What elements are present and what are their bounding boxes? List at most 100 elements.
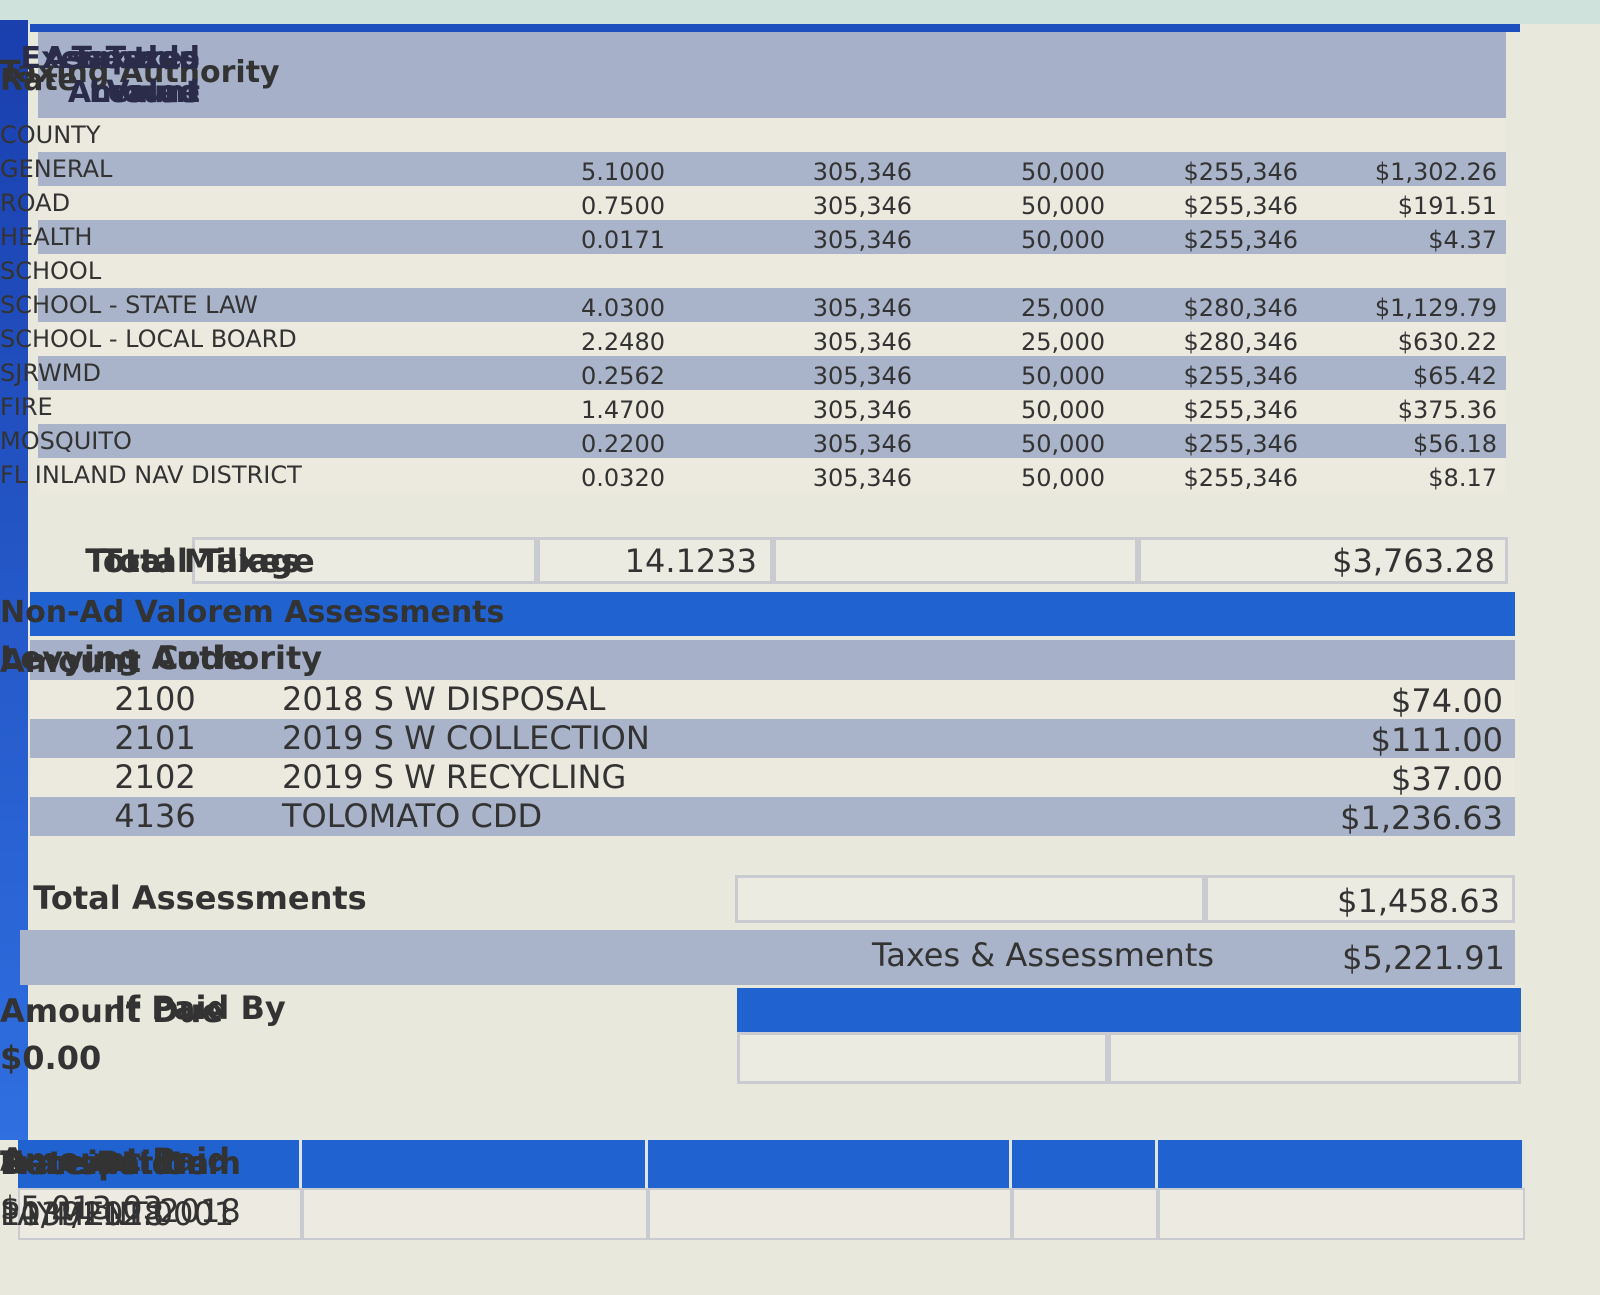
column-header: Taxes Levied bbox=[88, 41, 200, 110]
column-header: Item bbox=[158, 1144, 242, 1182]
table-cell: 50,000 bbox=[1021, 158, 1105, 186]
table-cell: 50,000 bbox=[1021, 430, 1105, 458]
table-cell: 2018 S W DISPOSAL bbox=[282, 680, 606, 718]
column-header: Date Paid bbox=[0, 1144, 175, 1182]
table-cell: $4.37 bbox=[1428, 226, 1497, 254]
table-cell: $111.00 bbox=[1370, 721, 1503, 759]
table-cell: 0.0171 bbox=[581, 226, 665, 254]
table-cell: 2101 bbox=[114, 719, 196, 757]
table-cell: $630.22 bbox=[1397, 328, 1497, 356]
table-cell: 305,346 bbox=[812, 192, 912, 220]
table-row bbox=[38, 458, 1506, 492]
table-cell: 305,346 bbox=[812, 362, 912, 390]
payment-cell bbox=[648, 1188, 1012, 1240]
table-cell: $255,346 bbox=[1183, 396, 1298, 424]
table-cell: 305,346 bbox=[812, 294, 912, 322]
payment-header bbox=[1012, 1140, 1158, 1188]
table-cell: $255,346 bbox=[1183, 192, 1298, 220]
table-cell: TOLOMATO CDD bbox=[282, 797, 543, 835]
table-cell: 305,346 bbox=[812, 430, 912, 458]
table-cell: $56.18 bbox=[1413, 430, 1497, 458]
table-cell: 50,000 bbox=[1021, 226, 1105, 254]
table-row bbox=[38, 254, 1506, 288]
table-cell: $5,013.03 bbox=[0, 1189, 163, 1227]
table-header bbox=[38, 32, 1506, 120]
authority-name: COUNTY bbox=[0, 121, 101, 149]
table-cell: $280,346 bbox=[1183, 328, 1298, 356]
due-cell bbox=[737, 1032, 1108, 1084]
table-cell: 5.1000 bbox=[581, 158, 665, 186]
table-cell: 305,346 bbox=[812, 226, 912, 254]
table-cell: $255,346 bbox=[1183, 362, 1298, 390]
table-cell: 305,346 bbox=[812, 328, 912, 356]
top-border bbox=[30, 24, 1520, 32]
table-cell: $1,236.63 bbox=[1340, 799, 1503, 837]
table-cell: 0.2562 bbox=[581, 362, 665, 390]
column-header: Taxing Authority bbox=[0, 55, 280, 90]
authority-name: FIRE bbox=[0, 393, 53, 421]
table-cell: 2.2480 bbox=[581, 328, 665, 356]
table-row bbox=[38, 288, 1506, 322]
table-cell: 305,346 bbox=[812, 396, 912, 424]
payment-header bbox=[648, 1140, 1012, 1188]
authority-name: SCHOOL - LOCAL BOARD bbox=[0, 325, 297, 353]
table-cell: 1.4700 bbox=[581, 396, 665, 424]
column-header: Levying Authority bbox=[0, 639, 323, 677]
due-cell bbox=[1108, 1032, 1521, 1084]
payment-cell bbox=[18, 1188, 302, 1240]
total-label: Total Assessments bbox=[33, 879, 367, 917]
column-header: If Paid By bbox=[114, 989, 286, 1027]
table-cell: $8.17 bbox=[1428, 464, 1497, 492]
column-header: Taxable Value bbox=[71, 41, 200, 110]
authority-name: SCHOOL - STATE LAW bbox=[0, 291, 258, 319]
column-header: Transaction bbox=[0, 1144, 210, 1182]
table-row bbox=[30, 719, 1515, 758]
payment-cell bbox=[302, 1188, 648, 1240]
table-cell: 2100 bbox=[114, 680, 196, 718]
table-cell: 50,000 bbox=[1021, 192, 1105, 220]
column-header: Rate bbox=[0, 63, 79, 98]
column-header: Assessed Value bbox=[43, 41, 200, 110]
table-cell: PAYMENT bbox=[0, 1195, 148, 1233]
table-cell: 2019 S W RECYCLING bbox=[282, 758, 627, 796]
table-cell: $65.42 bbox=[1413, 362, 1497, 390]
total-box bbox=[192, 537, 537, 584]
column-header: Amount Paid bbox=[0, 1141, 231, 1179]
authority-name: MOSQUITO bbox=[0, 427, 132, 455]
table-row bbox=[38, 118, 1506, 152]
section-bar bbox=[30, 592, 1515, 636]
table-cell: 0.0320 bbox=[581, 464, 665, 492]
table-cell: $74.00 bbox=[1391, 682, 1503, 720]
column-header: Receipt bbox=[0, 1144, 137, 1182]
table-cell: $255,346 bbox=[1183, 158, 1298, 186]
table-cell: 305,346 bbox=[812, 464, 912, 492]
table-row bbox=[38, 322, 1506, 356]
column-header: Amount Due bbox=[0, 992, 224, 1030]
table-cell: 1039112.0001 bbox=[0, 1195, 235, 1233]
table-cell: 11/4/2018 bbox=[0, 1195, 165, 1233]
section-title: Non-Ad Valorem Assessments bbox=[0, 595, 505, 630]
total-box bbox=[735, 875, 1205, 923]
amount-due: $0.00 bbox=[0, 1039, 102, 1077]
table-row bbox=[30, 680, 1515, 719]
table-cell: 2018 bbox=[159, 1192, 241, 1230]
authority-name: FL INLAND NAV DISTRICT bbox=[0, 461, 302, 489]
table-cell: 50,000 bbox=[1021, 362, 1105, 390]
authority-name: ROAD bbox=[0, 189, 71, 217]
due-header bbox=[737, 988, 1108, 1032]
payment-cell bbox=[1012, 1188, 1158, 1240]
due-header bbox=[1108, 988, 1521, 1032]
table-cell: 2019 S W COLLECTION bbox=[282, 719, 650, 757]
combined-label: Taxes & Assessments bbox=[871, 936, 1215, 974]
table-cell: $255,346 bbox=[1183, 226, 1298, 254]
table-cell: 25,000 bbox=[1021, 328, 1105, 356]
total-value: $3,763.28 bbox=[1332, 542, 1495, 580]
combined-row bbox=[20, 930, 1515, 985]
total-box bbox=[1138, 537, 1508, 584]
payment-header bbox=[302, 1140, 648, 1188]
table-cell: 50,000 bbox=[1021, 464, 1105, 492]
table-cell: 2102 bbox=[114, 758, 196, 796]
top-strip bbox=[0, 0, 1600, 24]
total-box bbox=[773, 537, 1138, 584]
